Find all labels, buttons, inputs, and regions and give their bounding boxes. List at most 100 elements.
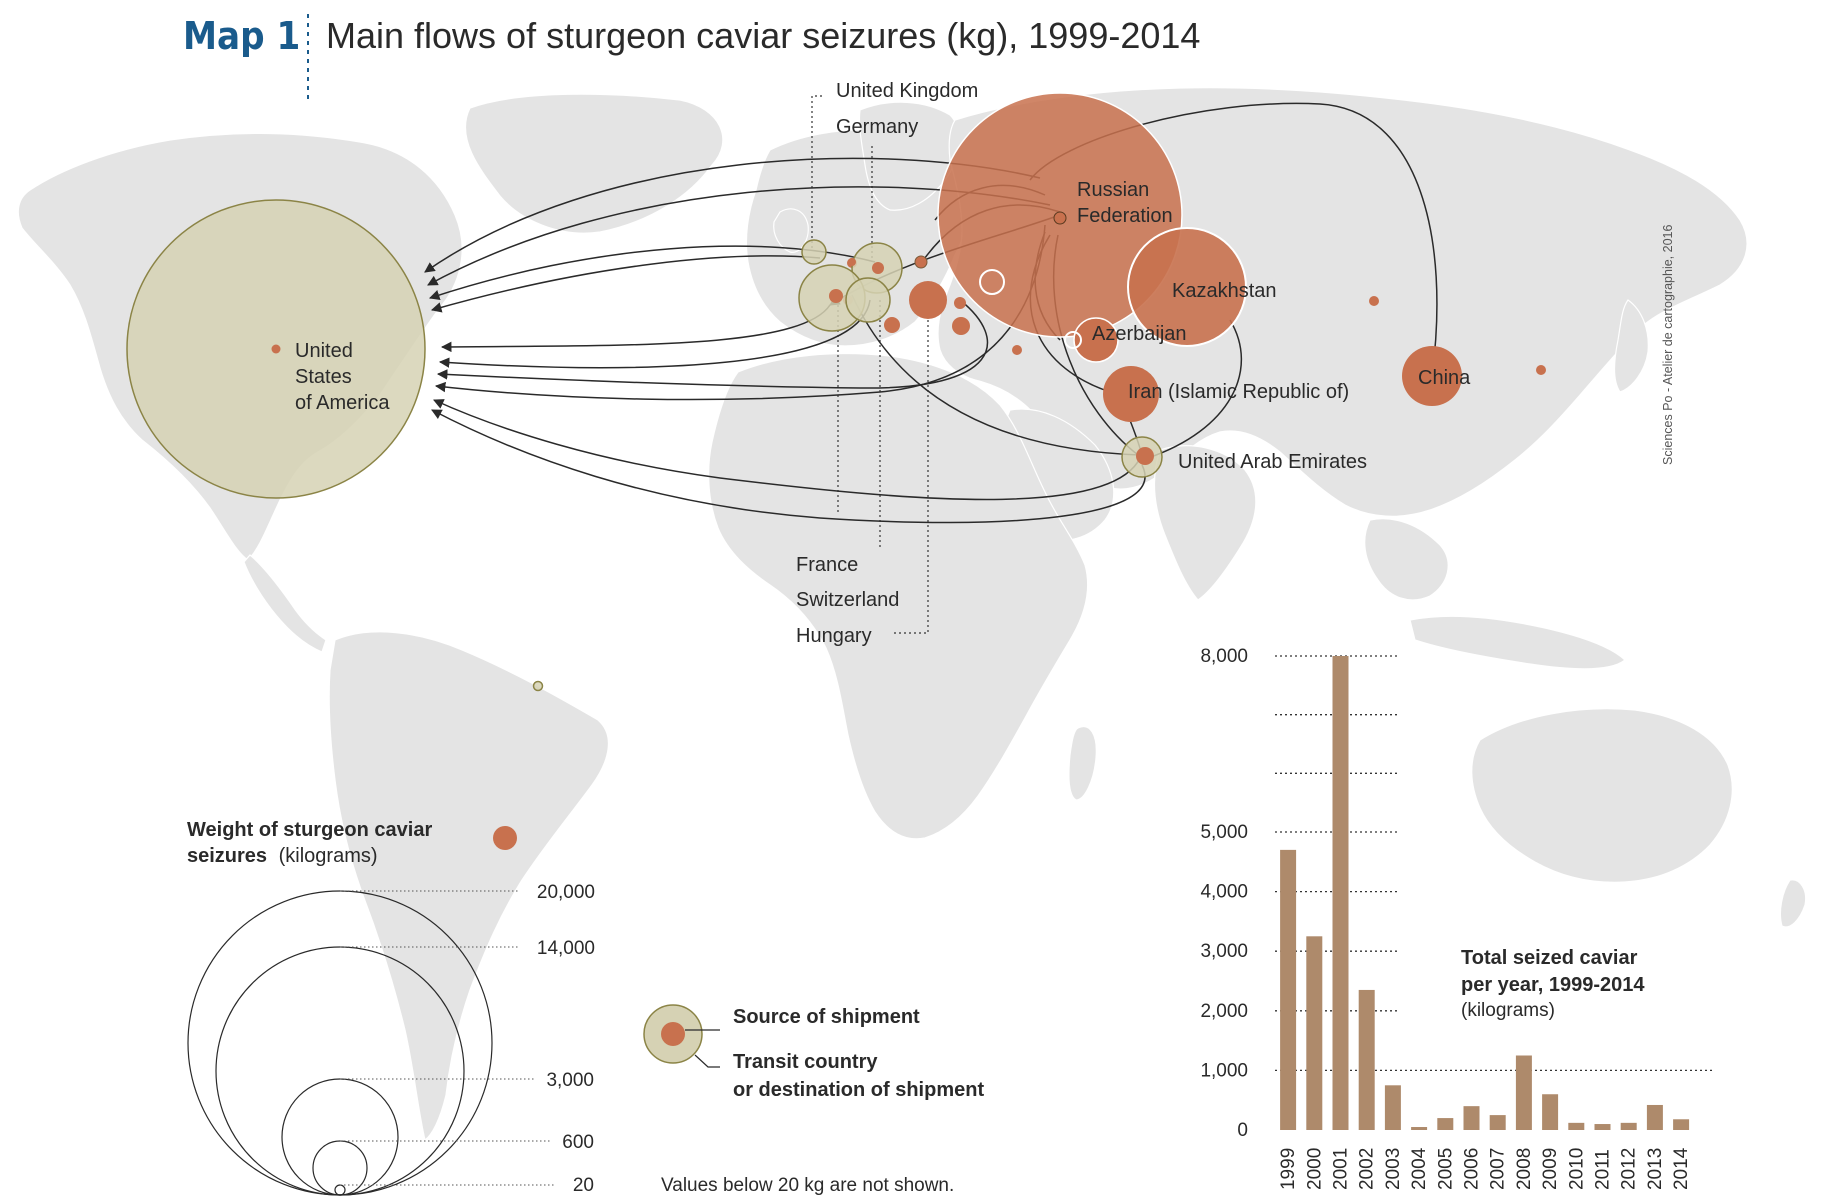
label-iran: Iran (Islamic Republic of) [1128, 381, 1349, 403]
bar-ytick-label: 8,000 [1200, 646, 1248, 667]
land-india [1153, 445, 1257, 601]
bar-ytick-label: 2,000 [1200, 1001, 1248, 1022]
country-labels: United Kingdom Germany Russian Federatio… [295, 80, 1471, 647]
dot-uk [848, 258, 856, 266]
dot-france [829, 289, 843, 303]
bar-chart: 0 1,000 2,000 3,000 4,000 5,000 8,000 1999 2000… [1200, 646, 1713, 1190]
bar-2012 [1620, 1122, 1637, 1130]
bar-2003 [1384, 1085, 1401, 1130]
leader-hungary [892, 300, 929, 634]
label-usa-3: of America [295, 392, 390, 414]
bar-xtick-label: 2001 [1331, 1148, 1352, 1190]
map-header: Map 1 Main flows of sturgeon caviar seiz… [183, 14, 1200, 100]
size-circle-20 [334, 1184, 346, 1196]
bar-chart-unit: (kilograms) [1461, 1000, 1555, 1021]
bar-xtick-label: 2010 [1566, 1148, 1587, 1190]
land-se-asia [1364, 518, 1449, 601]
bar-2004 [1411, 1127, 1428, 1130]
bar-2006 [1463, 1106, 1480, 1130]
bar-2007 [1489, 1115, 1506, 1130]
label-russia-1: Russian [1077, 179, 1149, 201]
label-usa-2: States [295, 366, 352, 388]
circle-kazakhstan [1127, 227, 1247, 347]
land-new-zealand [1779, 879, 1807, 928]
size-circle-3000 [281, 1078, 399, 1196]
bar-ytick-label: 3,000 [1200, 941, 1248, 962]
bar-bars [1280, 656, 1690, 1130]
bar-2001 [1332, 656, 1349, 1130]
flow-kazakhstan-uae [1147, 319, 1243, 459]
bar-xtick-label: 2007 [1488, 1148, 1509, 1190]
type-legend-leader-transit [694, 1054, 720, 1068]
land-greenland [464, 93, 724, 234]
land-madagascar [1068, 726, 1097, 801]
bar-xtick-label: 2004 [1409, 1147, 1430, 1190]
bar-ytick-label: 0 [1237, 1120, 1248, 1141]
bar-2009 [1542, 1094, 1559, 1130]
label-switzerland: Switzerland [796, 589, 899, 611]
circle-japan [1536, 365, 1546, 375]
land-australia [1471, 708, 1733, 883]
bar-chart-title-1: Total seized caviar [1461, 947, 1638, 969]
circle-ukraine [954, 297, 966, 309]
map-credit: Sciences Po - Atelier de cartographie, 2… [1661, 225, 1675, 465]
flow-uae-usa-1 [433, 399, 1141, 501]
circle-iran [1103, 366, 1159, 422]
land-japan [1613, 299, 1649, 393]
circle-uk [801, 239, 827, 265]
bar-xtick-label: 2005 [1435, 1148, 1456, 1190]
label-germany: Germany [836, 116, 918, 138]
land-south-america [328, 631, 610, 1142]
size-value-20000: 20,000 [537, 882, 595, 903]
size-legend-title-1: Weight of sturgeon caviar [187, 819, 432, 841]
bar-2008 [1515, 1055, 1532, 1130]
map-title: Main flows of sturgeon caviar seizures (… [326, 15, 1200, 56]
size-value-600: 600 [562, 1132, 594, 1153]
bar-xtick-label: 2002 [1357, 1148, 1378, 1190]
dot-germany [872, 262, 884, 274]
bar-ytick-label: 4,000 [1200, 882, 1248, 903]
flow-switzerland-usa [438, 299, 871, 369]
bar-2000 [1306, 936, 1323, 1130]
bar-ytick-labels: 0 1,000 2,000 3,000 4,000 5,000 8,000 [1200, 646, 1248, 1141]
type-legend-source-dot [661, 1022, 685, 1046]
bar-2002 [1358, 989, 1375, 1130]
bar-xtick-label: 2003 [1383, 1148, 1404, 1190]
bar-2014 [1673, 1119, 1690, 1130]
land-british-isles [773, 208, 809, 253]
type-legend-transit-label-1: Transit country [733, 1051, 878, 1073]
circle-baltic [914, 255, 928, 269]
bar-xtick-label: 2014 [1671, 1147, 1692, 1190]
circle-caucasus-ring [979, 269, 1005, 295]
label-uae: United Arab Emirates [1178, 451, 1367, 473]
circle-bulgaria [952, 317, 970, 335]
dot-uae [1136, 447, 1154, 465]
bar-xtick-label: 2012 [1619, 1148, 1640, 1190]
size-legend-title-unit: (kilograms) [279, 845, 378, 867]
circle-italy [884, 317, 900, 333]
label-hungary: Hungary [796, 625, 872, 647]
size-legend-leaders [340, 890, 555, 1186]
bar-2011 [1594, 1124, 1611, 1130]
circle-azerbaijan [1073, 317, 1119, 363]
label-russia-2: Federation [1077, 205, 1173, 227]
size-value-14000: 14,000 [537, 938, 595, 959]
label-usa-1: United [295, 340, 353, 362]
bar-2005 [1437, 1118, 1454, 1130]
flow-uae-usa-2 [431, 409, 1146, 524]
type-legend: Source of shipment Transit country or de… [643, 1004, 984, 1196]
flow-europe-to-uae [851, 294, 1141, 456]
size-circle-600 [312, 1140, 368, 1196]
bar-xtick-label: 2011 [1593, 1149, 1614, 1190]
size-legend: Weight of sturgeon caviar seizures (kilo… [187, 819, 595, 1196]
circle-turkey [1012, 345, 1022, 355]
label-france: France [796, 554, 858, 576]
bar-xtick-label: 2013 [1645, 1148, 1666, 1190]
circle-azerbaijan-inner [1064, 331, 1082, 349]
map-number: Map 1 [183, 14, 300, 58]
bar-xtick-label: 2009 [1540, 1148, 1561, 1190]
label-china: China [1418, 367, 1471, 389]
circle-brazil [532, 680, 544, 692]
bar-xtick-labels: 1999 2000 2001 2002 2003 2004 2005 2006 2007 2008… [1278, 1147, 1692, 1190]
